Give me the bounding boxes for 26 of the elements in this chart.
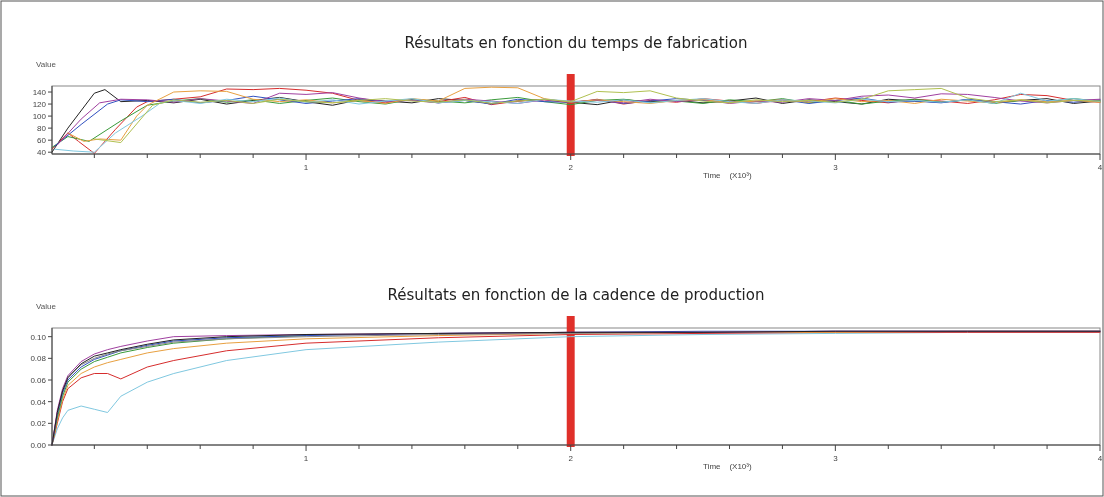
y-tick-label: 100 — [32, 112, 47, 122]
x-axis-title: Time (X10³) — [703, 171, 752, 180]
chart-title: Résultats en fonction de la cadence de production — [387, 286, 765, 304]
y-tick-label: 120 — [32, 100, 47, 110]
x-tick-label: 3 — [833, 454, 839, 463]
x-tick-label: 4 — [1097, 454, 1103, 463]
y-tick-label: 0.02 — [30, 419, 47, 429]
x-tick-label: 2 — [568, 454, 574, 463]
y-tick-label: 0.06 — [30, 376, 47, 385]
y-tick-label: 0.04 — [30, 397, 47, 407]
x-tick-label: 4 — [1097, 163, 1103, 172]
chart-title: Résultats en fonction du temps de fabrication — [404, 34, 748, 52]
x-tick-label: 1 — [303, 454, 309, 463]
y-tick-label: 0.08 — [30, 354, 47, 364]
x-tick-label: 2 — [568, 163, 574, 172]
y-tick-label: 140 — [32, 88, 47, 98]
x-tick-label: 1 — [303, 163, 309, 172]
y-tick-label: 0.10 — [30, 332, 47, 342]
y-tick-label: 0.00 — [30, 441, 47, 450]
x-tick-label: 3 — [833, 163, 839, 172]
y-tick-label: 80 — [37, 124, 47, 134]
y-axis-title: Value — [36, 60, 57, 69]
y-tick-label: 60 — [37, 136, 47, 146]
y-tick-label: 40 — [37, 148, 47, 158]
y-axis-title: Value — [36, 302, 57, 311]
x-axis-title: Time (X10³) — [703, 462, 752, 471]
